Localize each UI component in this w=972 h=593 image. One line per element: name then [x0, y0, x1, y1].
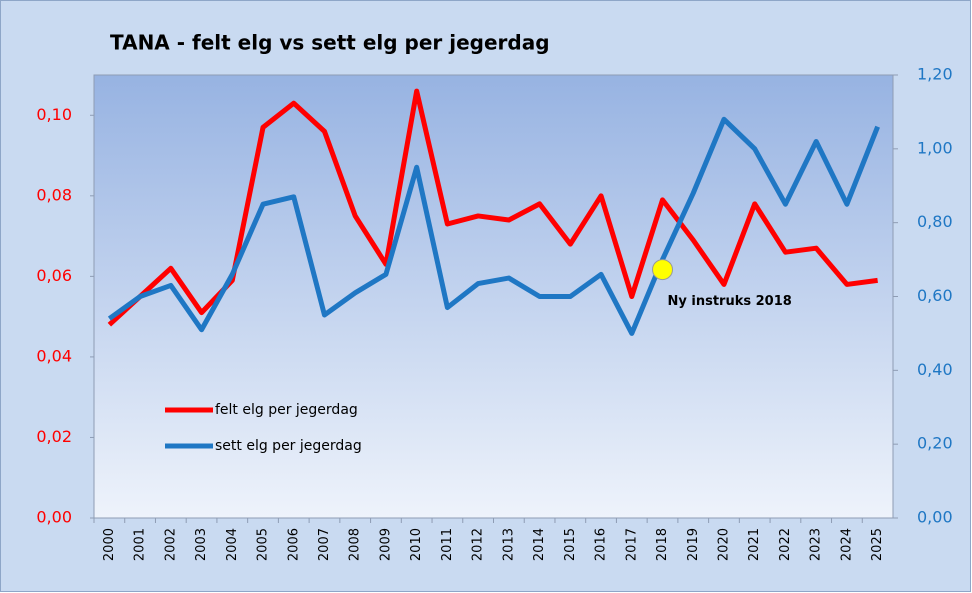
- x-tick-label: 2015: [563, 528, 578, 561]
- y2-tick-label: 1,20: [917, 65, 953, 84]
- x-tick-label: 2013: [501, 528, 516, 561]
- y-tick-label: 0,00: [36, 508, 72, 527]
- plot-area: [93, 74, 894, 519]
- y-tick-label: 0,08: [36, 185, 72, 204]
- x-tick-label: 2005: [256, 528, 271, 561]
- x-tick-label: 2001: [133, 528, 148, 561]
- x-tick-label: 2003: [194, 528, 209, 561]
- series-line: [107, 116, 880, 336]
- y2-tick-label: 1,00: [917, 138, 953, 157]
- x-tick-label: 2024: [839, 528, 854, 561]
- legend-label: felt elg per jegerdag: [215, 402, 358, 418]
- x-tick-label: 2000: [102, 528, 117, 561]
- x-tick-label: 2007: [317, 528, 332, 561]
- x-tick-label: 2008: [348, 528, 363, 561]
- y-tick-label: 0,04: [36, 346, 72, 365]
- x-tick-label: 2017: [624, 528, 639, 561]
- y-tick-label: 0,06: [36, 266, 72, 285]
- y2-tick-label: 0,60: [917, 286, 953, 305]
- x-tick-label: 2021: [747, 528, 762, 561]
- annotation: Ny instruks 2018: [668, 294, 792, 309]
- x-tick-label: 2022: [778, 528, 793, 561]
- y-tick-label: 0,02: [36, 427, 72, 446]
- x-tick-label: 2006: [286, 528, 301, 561]
- y2-tick-label: 0,20: [917, 434, 953, 453]
- series-line: [107, 88, 878, 327]
- chart-title: TANA - felt elg vs sett elg per jegerdag: [110, 31, 550, 55]
- x-tick-label: 2016: [594, 528, 609, 561]
- annotation-marker: [652, 259, 674, 281]
- x-tick-label: 2025: [870, 528, 885, 561]
- x-tick-label: 2004: [225, 528, 240, 561]
- x-tick-label: 2012: [471, 528, 486, 561]
- x-tick-label: 2019: [686, 528, 701, 561]
- x-tick-label: 2010: [409, 528, 424, 561]
- x-tick-label: 2018: [655, 528, 670, 561]
- x-tick-label: 2020: [716, 528, 731, 561]
- x-tick-label: 2023: [809, 528, 824, 561]
- x-tick-label: 2014: [532, 528, 547, 561]
- y2-tick-label: 0,80: [917, 212, 953, 231]
- x-tick-label: 2009: [378, 528, 393, 561]
- y2-tick-label: 0,00: [917, 508, 953, 527]
- y2-tick-label: 0,40: [917, 360, 953, 379]
- x-tick-label: 2002: [163, 528, 178, 561]
- legend-label: sett elg per jegerdag: [215, 438, 362, 454]
- x-tick-label: 2011: [440, 528, 455, 561]
- y-tick-label: 0,10: [36, 105, 72, 124]
